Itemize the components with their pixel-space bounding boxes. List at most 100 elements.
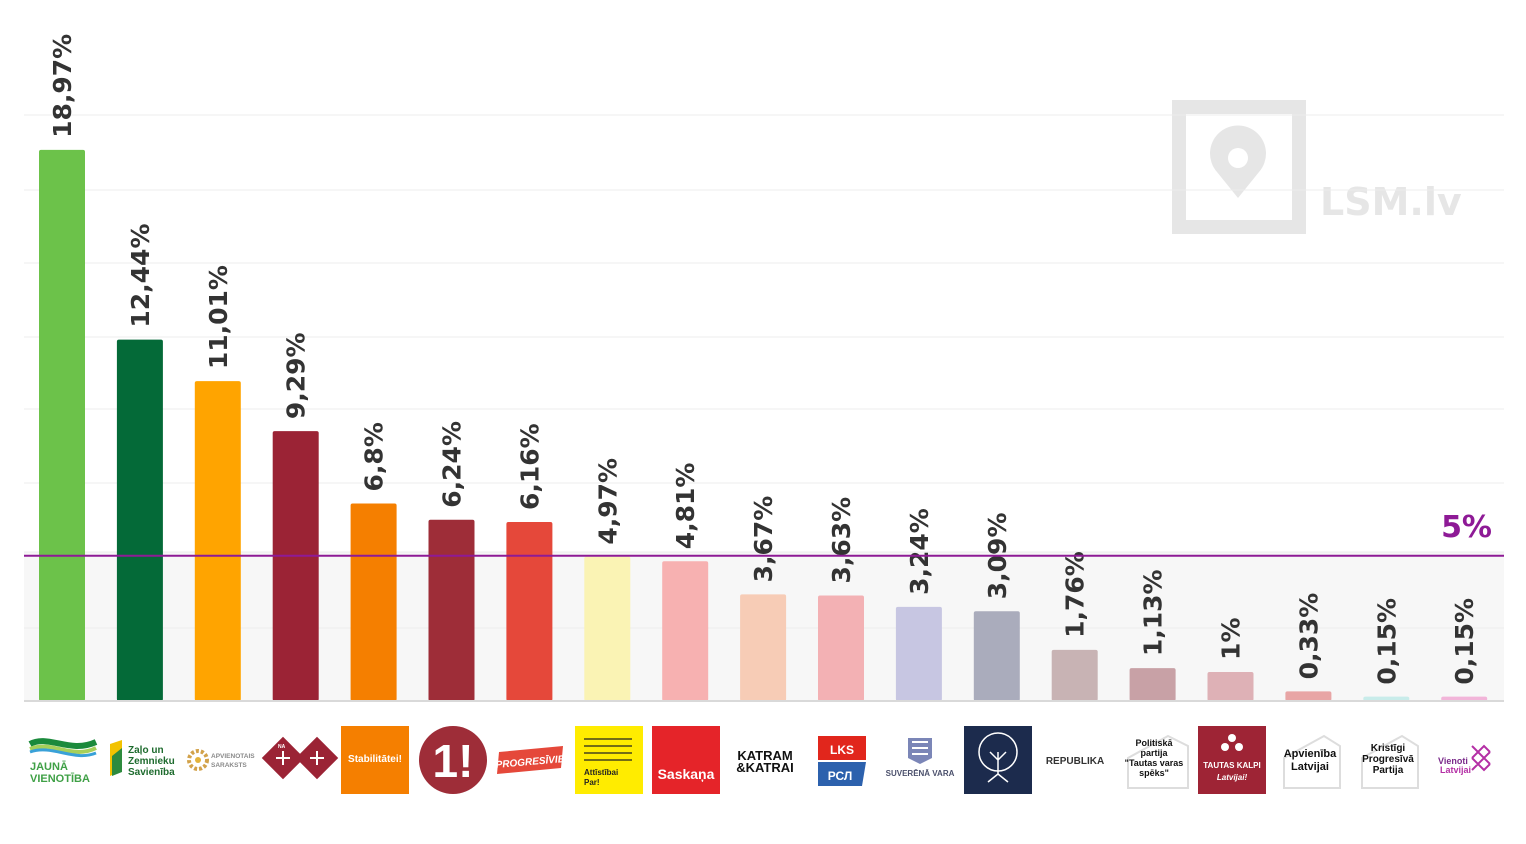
logo-vienoti-latvijai: Vienoti Latvijai xyxy=(1438,744,1491,775)
svg-text:Savienība: Savienība xyxy=(128,767,175,778)
logo-tautas-kalpi: TAUTAS KALPI Latvijai! xyxy=(1198,726,1266,794)
map-pin-hole xyxy=(1228,148,1248,168)
svg-text:REPUBLIKA: REPUBLIKA xyxy=(1046,756,1104,767)
logo-katram-katrai: KATRAM &KATRAI xyxy=(736,748,794,775)
svg-text:Politiskā: Politiskā xyxy=(1135,738,1173,748)
watermark-frame xyxy=(1172,100,1306,234)
jv-wave-icon xyxy=(28,738,98,749)
threshold-label: 5% xyxy=(1441,510,1492,545)
daisy-icon xyxy=(187,749,209,771)
logo-nacionala-apvieniba: NA xyxy=(261,736,339,780)
bar-value-label: 3,63% xyxy=(827,497,856,584)
gridlines xyxy=(24,114,1504,629)
bar xyxy=(116,339,163,701)
svg-text:JAUNĀ: JAUNĀ xyxy=(30,761,68,773)
svg-text:LKS: LKS xyxy=(830,743,854,757)
bar xyxy=(272,431,319,701)
bar-value-label: 4,97% xyxy=(593,458,622,545)
bar-value-label: 18,97% xyxy=(48,34,77,138)
bar xyxy=(584,556,631,701)
bar xyxy=(662,561,709,701)
bar xyxy=(1363,696,1410,701)
logo-zzs: Zaļo un Zemnieku Savienība xyxy=(110,740,175,778)
logo-stabilitatei: Stabilitātei! xyxy=(341,726,409,794)
bar xyxy=(1129,668,1176,701)
bar xyxy=(895,606,942,701)
bar-value-label: 0,33% xyxy=(1294,593,1323,680)
svg-text:Attīstībai: Attīstībai xyxy=(584,768,618,777)
logo-suverena-vara: SUVERĒNĀ VARA xyxy=(886,738,955,778)
bar xyxy=(973,611,1020,701)
svg-text:Latvijai: Latvijai xyxy=(1291,761,1329,773)
svg-text:РСЛ: РСЛ xyxy=(828,769,853,783)
bar xyxy=(1285,691,1332,701)
bar-value-label: 3,24% xyxy=(905,508,934,595)
bar xyxy=(39,149,85,701)
svg-text:Vienoti: Vienoti xyxy=(1438,756,1468,766)
svg-text:APVIENOTAIS: APVIENOTAIS xyxy=(211,753,255,760)
svg-text:Saskaņa: Saskaņa xyxy=(658,766,715,782)
logo-attistibai-par: Attīstībai Par! xyxy=(575,726,643,794)
bar-value-label: 4,81% xyxy=(671,463,700,550)
bar xyxy=(1441,696,1488,701)
watermark-text: LSM.lv xyxy=(1320,180,1462,224)
svg-text:Stabilitātei!: Stabilitātei! xyxy=(348,754,402,765)
svg-text:SARAKSTS: SARAKSTS xyxy=(211,762,247,769)
bar xyxy=(740,594,787,701)
pattern-icon xyxy=(1471,744,1491,772)
svg-text:Latvijai!: Latvijai! xyxy=(1217,773,1248,782)
bar-value-label: 0,15% xyxy=(1450,598,1479,685)
logo-kristigi: Kristīgi Progresīvā Partija xyxy=(1361,734,1419,789)
svg-text:KATRAM: KATRAM xyxy=(737,748,792,763)
svg-text:SUVERĒNĀ VARA: SUVERĒNĀ VARA xyxy=(886,769,955,778)
bar-value-label: 1% xyxy=(1217,617,1246,659)
bar-value-label: 3,67% xyxy=(749,496,778,583)
svg-text:Kristīgi: Kristīgi xyxy=(1371,743,1406,754)
svg-text:Apvienība: Apvienība xyxy=(1284,748,1337,760)
bar-value-label: 1,13% xyxy=(1139,569,1168,656)
bar-value-label: 9,29% xyxy=(282,332,311,419)
bar-value-label: 11,01% xyxy=(204,265,233,369)
svg-text:Progresīvā: Progresīvā xyxy=(1362,754,1414,765)
bars xyxy=(39,149,1488,701)
logo-apvieniba-latvijai: Apvienība Latvijai xyxy=(1283,734,1341,789)
bar xyxy=(428,519,475,701)
svg-text:"Tautas varas: "Tautas varas xyxy=(1125,758,1184,768)
stars-icon xyxy=(1228,734,1236,742)
bar xyxy=(818,595,864,701)
svg-text:NA: NA xyxy=(278,744,286,750)
bar-value-label: 12,44% xyxy=(126,223,155,327)
bar-value-label: 6,8% xyxy=(360,422,389,491)
bar xyxy=(350,503,397,701)
bar xyxy=(194,381,241,701)
bar-value-label: 1,76% xyxy=(1061,551,1090,638)
svg-text:spēks": spēks" xyxy=(1139,768,1169,778)
logo-lks: LKS РСЛ xyxy=(818,736,866,786)
bar-value-label: 6,16% xyxy=(515,423,544,510)
svg-text:Zemnieku: Zemnieku xyxy=(128,756,175,767)
logo-republika: REPUBLIKA xyxy=(1046,756,1104,767)
svg-text:Latvijai: Latvijai xyxy=(1440,765,1471,775)
svg-text:Partija: Partija xyxy=(1373,765,1404,776)
bar xyxy=(1051,649,1098,701)
svg-text:Par!: Par! xyxy=(584,778,600,787)
logo-apvienotais-saraksts: APVIENOTAIS SARAKSTS xyxy=(187,749,255,771)
logo-saskana: Saskaņa xyxy=(652,726,720,794)
ballot-box-icon xyxy=(1127,734,1189,789)
bar xyxy=(1207,671,1254,701)
svg-text:Zaļo un: Zaļo un xyxy=(128,745,164,756)
logo-latvija-pirmaja-vieta: 1! xyxy=(419,726,487,794)
svg-text:TAUTAS KALPI: TAUTAS KALPI xyxy=(1203,761,1260,770)
svg-text:partija: partija xyxy=(1140,748,1168,758)
svg-text:1!: 1! xyxy=(433,735,474,787)
party-logos: JAUNĀ VIENOTĪBA Zaļo un Zemnieku Savienī… xyxy=(28,726,1491,794)
bar-value-label: 6,24% xyxy=(438,421,467,508)
logo-progresivie: PROGRESĪVIE xyxy=(495,746,565,774)
svg-text:VIENOTĪBA: VIENOTĪBA xyxy=(30,773,90,785)
bar-value-label: 0,15% xyxy=(1372,598,1401,685)
logo-tautas-varas-speks: Politiskā partija "Tautas varas spēks" xyxy=(1125,734,1189,789)
lsm-watermark: LSM.lv xyxy=(1172,100,1462,234)
logo-tree xyxy=(964,726,1032,794)
bar xyxy=(506,522,553,701)
